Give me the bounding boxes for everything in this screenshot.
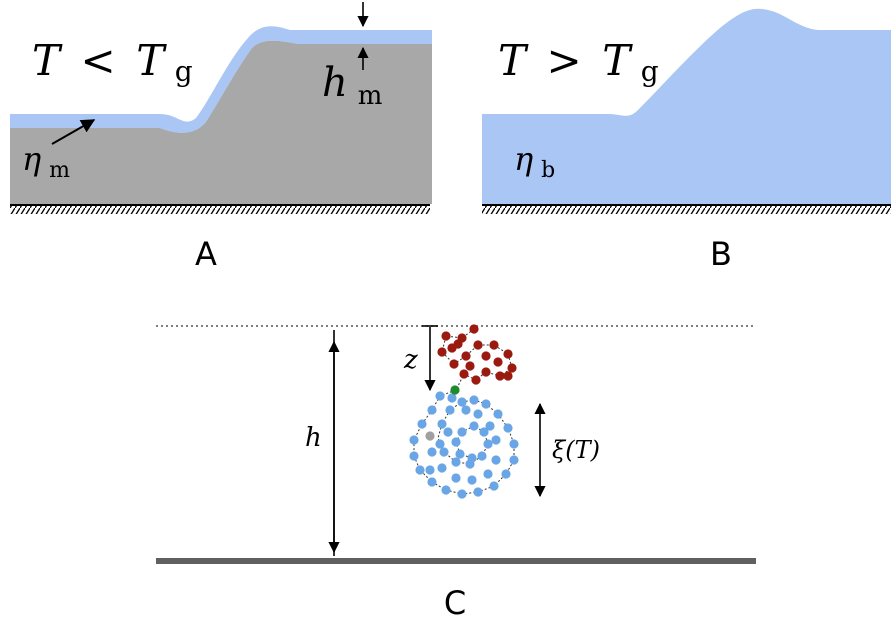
surface-bead [471,375,481,385]
chain-bead [477,451,487,461]
surface-bead [481,367,491,377]
chain-bead [483,439,493,449]
chain-bead [489,481,499,491]
chain-bead [455,449,465,459]
chain-bead [417,419,427,429]
chain-bead [485,421,495,431]
surface-bead [461,351,471,361]
chain-bead [509,439,519,449]
panel-label-a: A [195,235,217,273]
chain-bead [469,395,479,405]
glassy-bulk [10,40,432,204]
surface-bead [495,371,505,381]
mobile-surface-layer [10,26,432,133]
substrate-hatch-a [10,205,430,214]
chain-bead [409,451,419,461]
chain-bead [443,427,453,437]
surface-bead [481,351,491,361]
surface-bead [503,371,513,381]
condition-a: T < T g [32,36,193,88]
polymer-chain [409,324,519,499]
chain-bead [461,405,471,415]
surface-bead [465,361,475,371]
chain-bead [473,409,483,419]
film-thickness-label: h m [322,60,382,111]
film-viscosity-label: η m [22,140,70,183]
tagged-bead [450,385,460,395]
surface-bead [473,340,483,350]
chain-bead [441,485,451,495]
panel-b: T > T g η b B [482,8,891,273]
chain-end-bead [425,431,435,441]
chain-bead [457,427,467,437]
chain-bead [469,421,479,431]
film-viscosity-pointer [51,119,96,145]
surface-bead [447,343,457,353]
chain-bead [473,487,483,497]
surface-bead [437,347,447,357]
chain-bead [501,469,511,479]
depth-label: z [403,345,418,375]
chain-bead [425,465,435,475]
chain-bead [457,397,467,407]
chain-bead [481,399,491,409]
chain-bead [409,435,419,445]
substrate-hatch-b [482,205,891,214]
chain-bead [451,473,461,483]
chain-bead [479,427,489,437]
panel-a: T < T g h m η m A [10,2,432,273]
panel-c: h z ξ(T) [156,324,756,564]
panel-label-b: B [710,235,732,273]
chain-bead [483,469,493,479]
chain-bead [457,489,467,499]
chain-bead [451,437,461,447]
chain-bead [437,463,447,473]
chain-bead [445,405,455,415]
chain-bead [437,419,447,429]
surface-bead [489,340,499,350]
mobile-bulk [482,8,891,204]
chain-bead [467,453,477,463]
surface-bead [503,349,513,359]
chain-bead [491,455,501,465]
panel-label-c: C [444,584,466,621]
chain-bead [509,455,519,465]
chain-bead [435,391,445,401]
chain-bead [439,447,449,457]
chain-bead [427,405,437,415]
size-label: ξ(T) [552,436,600,464]
surface-bead [469,324,479,334]
chain-bead [415,465,425,475]
condition-b: T > T g [498,36,659,88]
chain-bead [467,475,477,485]
surface-bead [459,369,469,379]
surface-bead [449,359,459,369]
chain-bead [493,409,503,419]
chain-bead [447,393,457,403]
surface-bead [493,357,503,367]
chain-bead [435,439,445,449]
film-height-label: h [305,423,322,453]
chain-bead [427,447,437,457]
bulk-viscosity-label: η b [514,140,555,183]
chain-bead [503,423,513,433]
surface-bead [441,331,451,341]
surface-bead [507,363,517,373]
chain-bead [427,477,437,487]
chain-bead [491,435,501,445]
chain-bead [451,457,461,467]
